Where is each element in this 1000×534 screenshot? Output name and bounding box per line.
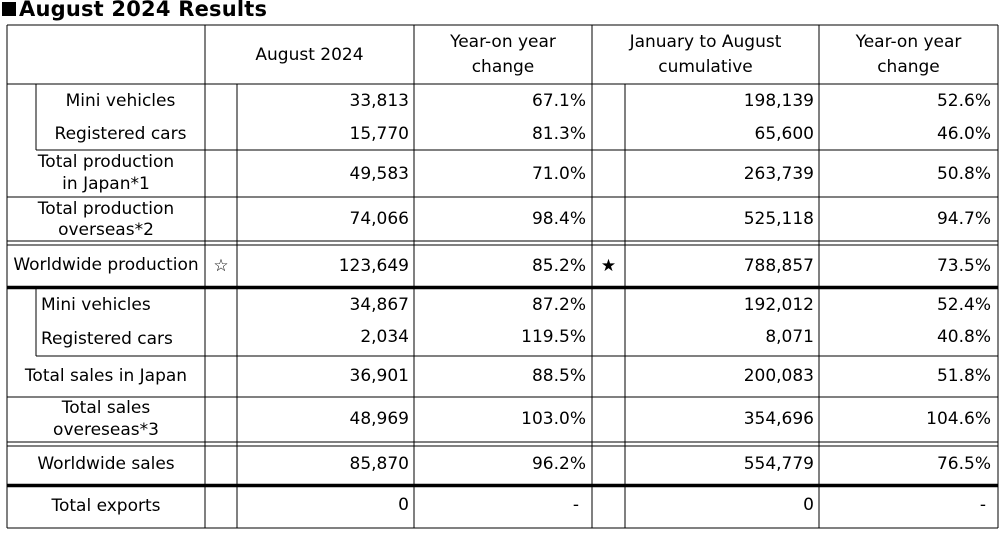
cell-month-yoy: 88.5% bbox=[531, 366, 586, 386]
cell-month: 2,034 bbox=[360, 327, 409, 347]
page-title-text: August 2024 Results bbox=[19, 0, 268, 21]
cell-month: 36,901 bbox=[349, 366, 409, 386]
cell-cumulative: 200,083 bbox=[743, 366, 814, 386]
row-label-total-sales-overseas-line2: overeseas*3 bbox=[53, 420, 159, 440]
page-title: August 2024 Results bbox=[2, 0, 267, 21]
white-star-icon: ☆ bbox=[213, 256, 229, 276]
cell-cumulative-yoy: 40.8% bbox=[936, 327, 991, 347]
cell-month: 74,066 bbox=[349, 209, 409, 229]
cell-month-yoy: 119.5% bbox=[521, 327, 586, 347]
row-label-mini-production: Mini vehicles bbox=[65, 91, 176, 111]
row-label-registered-sales: Registered cars bbox=[41, 329, 173, 349]
cell-month: 49,583 bbox=[349, 164, 409, 184]
row-label-total-exports: Total exports bbox=[51, 496, 161, 516]
cell-month: 48,969 bbox=[349, 409, 409, 429]
cell-month: 85,870 bbox=[349, 454, 409, 474]
square-bullet-icon bbox=[2, 2, 16, 16]
cell-month-yoy: 81.3% bbox=[531, 124, 586, 144]
cell-cumulative-yoy: 50.8% bbox=[936, 164, 991, 184]
cell-month-yoy: 67.1% bbox=[531, 91, 586, 111]
header-yoy-cum-line1: Year-on year bbox=[855, 32, 962, 52]
cell-cumulative: 263,739 bbox=[743, 164, 814, 184]
cell-month-yoy: 96.2% bbox=[531, 454, 586, 474]
header-yoy-month-line2: change bbox=[471, 57, 535, 77]
row-label-total-production-japan-line1: Total production bbox=[37, 152, 175, 172]
header-cumulative-line1: January to August bbox=[629, 32, 782, 52]
cell-month: 123,649 bbox=[338, 256, 409, 276]
cell-cumulative-yoy: 52.6% bbox=[936, 91, 991, 111]
cell-month: 0 bbox=[398, 495, 409, 515]
cell-cumulative-yoy: 73.5% bbox=[936, 256, 991, 276]
cell-cumulative-yoy: - bbox=[979, 495, 986, 515]
cell-cumulative: 554,779 bbox=[743, 454, 814, 474]
row-label-total-production-overseas-line1: Total production bbox=[37, 199, 175, 219]
cell-month-yoy: 87.2% bbox=[531, 295, 586, 315]
row-label-total-production-japan-line2: in Japan*1 bbox=[62, 174, 150, 194]
cell-cumulative: 192,012 bbox=[743, 295, 814, 315]
cell-cumulative: 525,118 bbox=[743, 209, 814, 229]
row-label-worldwide-production: Worldwide production bbox=[13, 255, 199, 275]
row-label-worldwide-sales: Worldwide sales bbox=[37, 454, 175, 474]
cell-cumulative: 198,139 bbox=[743, 91, 814, 111]
cell-cumulative-yoy: 51.8% bbox=[936, 366, 991, 386]
cell-month-yoy: 98.4% bbox=[531, 209, 586, 229]
row-label-mini-sales: Mini vehicles bbox=[41, 295, 151, 315]
cell-cumulative: 65,600 bbox=[754, 124, 814, 144]
cell-month-yoy: 103.0% bbox=[521, 409, 586, 429]
cell-month: 34,867 bbox=[349, 295, 409, 315]
cell-cumulative: 0 bbox=[803, 495, 814, 515]
cell-cumulative: 354,696 bbox=[743, 409, 814, 429]
header-august-2024: August 2024 bbox=[255, 45, 364, 65]
cell-month-yoy: - bbox=[572, 495, 579, 515]
cell-cumulative-yoy: 52.4% bbox=[936, 295, 991, 315]
cell-month-yoy: 85.2% bbox=[531, 256, 586, 276]
cell-month: 15,770 bbox=[349, 124, 409, 144]
cell-cumulative-yoy: 46.0% bbox=[936, 124, 991, 144]
row-label-registered-production: Registered cars bbox=[54, 124, 187, 144]
header-yoy-month-line1: Year-on year bbox=[450, 32, 556, 52]
cell-cumulative-yoy: 76.5% bbox=[936, 454, 991, 474]
cell-month: 33,813 bbox=[349, 91, 409, 111]
cell-cumulative-yoy: 94.7% bbox=[936, 209, 991, 229]
header-yoy-cum-line2: change bbox=[877, 57, 940, 77]
cell-cumulative: 8,071 bbox=[765, 327, 814, 347]
black-star-icon: ★ bbox=[600, 256, 617, 276]
cell-cumulative-yoy: 104.6% bbox=[926, 409, 991, 429]
row-label-total-production-overseas-line2: overseas*2 bbox=[58, 220, 154, 240]
cell-cumulative: 788,857 bbox=[743, 256, 814, 276]
row-label-total-sales-japan: Total sales in Japan bbox=[24, 366, 188, 386]
header-cumulative-line2: cumulative bbox=[658, 57, 753, 77]
row-label-total-sales-overseas-line1: Total sales bbox=[61, 398, 151, 418]
cell-month-yoy: 71.0% bbox=[531, 164, 586, 184]
